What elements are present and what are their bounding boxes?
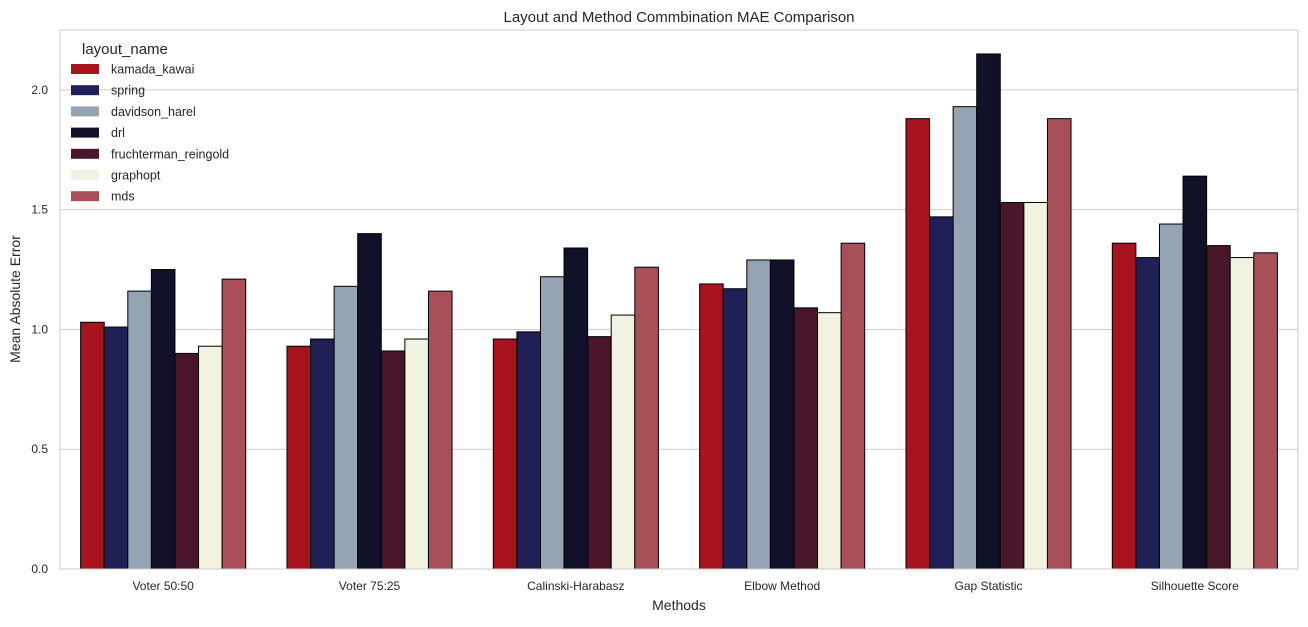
bar-drl-1 [150, 269, 176, 570]
legend-swatch-davidson-harel [71, 106, 99, 117]
y-tick-labels: 0.0 0.5 1.0 1.5 2.0 [31, 83, 48, 576]
bar-graphopt-1 [198, 345, 223, 570]
y-tick-label: 1.5 [31, 203, 48, 217]
bar-drl-4 [769, 259, 795, 570]
legend-label: davidson_harel [111, 105, 196, 119]
bar-fruchterman-reingold-6 [1206, 245, 1231, 570]
bar-kamada-kawai-1 [80, 321, 105, 570]
bars [80, 53, 1278, 570]
bar-fruchterman-reingold-2 [380, 350, 406, 570]
bar-drl-2 [357, 233, 382, 570]
bar-spring-4 [722, 288, 748, 570]
x-tick-label: Gap Statistic [954, 579, 1022, 593]
bar-mds-2 [427, 290, 453, 570]
bar-graphopt-6 [1229, 257, 1255, 570]
legend-label: fruchterman_reingold [111, 147, 229, 161]
bar-mds-5 [1046, 118, 1072, 570]
bar-kamada-kawai-6 [1111, 242, 1137, 570]
x-tick-label: Silhouette Score [1151, 579, 1239, 593]
bar-davidson-harel-6 [1158, 223, 1184, 570]
bar-mds-3 [634, 266, 659, 570]
legend-swatch-kamada-kawai [71, 64, 99, 74]
legend-swatch-drl [71, 127, 99, 138]
bar-davidson-harel-4 [746, 259, 771, 570]
bar-graphopt-3 [610, 314, 636, 570]
legend-swatch-mds [71, 191, 99, 202]
bar-mds-6 [1253, 252, 1278, 570]
bar-davidson-harel-3 [539, 276, 565, 570]
y-axis-label: Mean Absolute Error [7, 235, 23, 363]
bar-spring-3 [516, 331, 541, 570]
y-tick-label: 0.5 [31, 442, 48, 456]
bar-davidson-harel-1 [127, 290, 152, 570]
bar-kamada-kawai-4 [699, 283, 724, 570]
y-tick-label: 2.0 [31, 83, 48, 97]
legend-label: kamada_kawai [111, 63, 194, 77]
legend-swatch-fruchterman-reingold [71, 148, 99, 159]
bar-kamada-kawai-5 [905, 118, 931, 570]
bar-spring-2 [310, 338, 335, 570]
bar-fruchterman-reingold-3 [587, 336, 612, 570]
bar-graphopt-4 [817, 312, 842, 570]
x-tick-label: Voter 50:50 [132, 579, 194, 593]
x-tick-label: Elbow Method [744, 579, 820, 593]
x-tick-label: Calinski-Harabasz [527, 579, 624, 593]
legend-label: spring [111, 84, 145, 98]
y-tick-label: 0.0 [31, 562, 48, 576]
legend-swatch-graphopt [71, 170, 99, 180]
legend-label: drl [111, 126, 125, 140]
bar-kamada-kawai-3 [492, 338, 518, 570]
bar-mds-4 [840, 242, 866, 570]
bar-mds-1 [221, 278, 247, 570]
bar-graphopt-5 [1023, 201, 1048, 570]
legend-label: mds [111, 190, 135, 204]
bar-graphopt-2 [404, 338, 429, 570]
bar-davidson-harel-2 [333, 285, 359, 570]
chart-title: Layout and Method Commbination MAE Compa… [503, 9, 854, 26]
bar-fruchterman-reingold-1 [174, 352, 200, 570]
bar-drl-6 [1182, 175, 1208, 570]
plot-area-background [60, 30, 1298, 569]
legend-swatch-spring [71, 85, 99, 96]
bar-davidson-harel-5 [952, 106, 978, 570]
bar-spring-1 [103, 326, 129, 570]
x-axis-label: Methods [652, 597, 706, 613]
y-tick-label: 1.0 [31, 322, 48, 336]
bar-fruchterman-reingold-5 [999, 201, 1025, 570]
bar-spring-5 [929, 216, 954, 570]
plot-frame [59, 29, 1299, 570]
bar-drl-3 [563, 247, 589, 570]
x-tick-labels: Voter 50:50 Voter 75:25 Calinski-Harabasz E… [132, 579, 1239, 593]
legend-label: graphopt [111, 169, 161, 183]
x-tick-label: Voter 75:25 [339, 579, 401, 593]
bar-spring-6 [1135, 257, 1160, 570]
legend-title: layout_name [82, 41, 168, 58]
bar-fruchterman-reingold-4 [793, 307, 819, 570]
bar-drl-5 [976, 53, 1001, 570]
bar-kamada-kawai-2 [286, 345, 312, 570]
